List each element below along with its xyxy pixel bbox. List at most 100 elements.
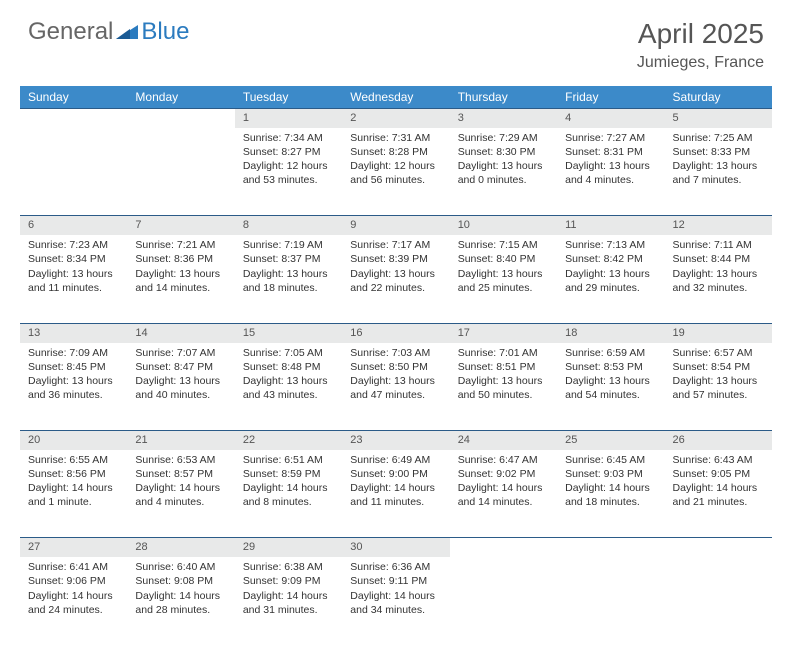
day-cell: Sunrise: 6:49 AMSunset: 9:00 PMDaylight:… bbox=[342, 450, 449, 538]
day-cell bbox=[665, 557, 772, 645]
day-body-row: Sunrise: 7:34 AMSunset: 8:27 PMDaylight:… bbox=[20, 128, 772, 216]
day-cell: Sunrise: 7:23 AMSunset: 8:34 PMDaylight:… bbox=[20, 235, 127, 323]
sunrise-text: Sunrise: 7:09 AM bbox=[28, 346, 119, 360]
day1-text: Daylight: 12 hours bbox=[350, 159, 441, 173]
day-number-cell: 30 bbox=[342, 538, 449, 557]
day-number-row: 27282930 bbox=[20, 538, 772, 557]
sunrise-text: Sunrise: 7:21 AM bbox=[135, 238, 226, 252]
day-cell: Sunrise: 6:47 AMSunset: 9:02 PMDaylight:… bbox=[450, 450, 557, 538]
day-cell: Sunrise: 6:51 AMSunset: 8:59 PMDaylight:… bbox=[235, 450, 342, 538]
sunset-text: Sunset: 8:30 PM bbox=[458, 145, 549, 159]
day2-text: and 8 minutes. bbox=[243, 495, 334, 509]
day-number-cell: 22 bbox=[235, 431, 342, 450]
sunrise-text: Sunrise: 6:40 AM bbox=[135, 560, 226, 574]
sunset-text: Sunset: 8:28 PM bbox=[350, 145, 441, 159]
day1-text: Daylight: 12 hours bbox=[243, 159, 334, 173]
day2-text: and 1 minute. bbox=[28, 495, 119, 509]
day-number-row: 12345 bbox=[20, 109, 772, 128]
day-number-cell: 4 bbox=[557, 109, 664, 128]
day-number-cell: 6 bbox=[20, 216, 127, 235]
day2-text: and 57 minutes. bbox=[673, 388, 764, 402]
day-number-cell: 27 bbox=[20, 538, 127, 557]
sunset-text: Sunset: 8:33 PM bbox=[673, 145, 764, 159]
sunrise-text: Sunrise: 6:45 AM bbox=[565, 453, 656, 467]
day-cell: Sunrise: 6:41 AMSunset: 9:06 PMDaylight:… bbox=[20, 557, 127, 645]
logo-text-blue: Blue bbox=[141, 18, 189, 46]
sunset-text: Sunset: 9:11 PM bbox=[350, 574, 441, 588]
day1-text: Daylight: 13 hours bbox=[673, 267, 764, 281]
day1-text: Daylight: 14 hours bbox=[135, 481, 226, 495]
day-cell bbox=[557, 557, 664, 645]
day-number-cell: 7 bbox=[127, 216, 234, 235]
day-number-cell: 23 bbox=[342, 431, 449, 450]
day1-text: Daylight: 13 hours bbox=[350, 267, 441, 281]
day-number-cell: 21 bbox=[127, 431, 234, 450]
sunrise-text: Sunrise: 6:49 AM bbox=[350, 453, 441, 467]
sunrise-text: Sunrise: 7:27 AM bbox=[565, 131, 656, 145]
day-number-cell: 11 bbox=[557, 216, 664, 235]
day1-text: Daylight: 14 hours bbox=[243, 481, 334, 495]
day1-text: Daylight: 13 hours bbox=[458, 374, 549, 388]
sunrise-text: Sunrise: 6:57 AM bbox=[673, 346, 764, 360]
day1-text: Daylight: 13 hours bbox=[350, 374, 441, 388]
weekday-header: Monday bbox=[127, 86, 234, 109]
day-number-cell: 18 bbox=[557, 323, 664, 342]
day-number-row: 6789101112 bbox=[20, 216, 772, 235]
day-number-cell: 16 bbox=[342, 323, 449, 342]
sunset-text: Sunset: 8:44 PM bbox=[673, 252, 764, 266]
sunrise-text: Sunrise: 6:53 AM bbox=[135, 453, 226, 467]
sunrise-text: Sunrise: 7:29 AM bbox=[458, 131, 549, 145]
day-number-cell bbox=[20, 109, 127, 128]
day2-text: and 56 minutes. bbox=[350, 173, 441, 187]
day-cell: Sunrise: 7:07 AMSunset: 8:47 PMDaylight:… bbox=[127, 343, 234, 431]
sunrise-text: Sunrise: 7:13 AM bbox=[565, 238, 656, 252]
title-block: April 2025 Jumieges, France bbox=[637, 18, 764, 72]
day-number-cell: 2 bbox=[342, 109, 449, 128]
sunset-text: Sunset: 9:03 PM bbox=[565, 467, 656, 481]
day-cell: Sunrise: 6:38 AMSunset: 9:09 PMDaylight:… bbox=[235, 557, 342, 645]
day-number-cell: 13 bbox=[20, 323, 127, 342]
day2-text: and 4 minutes. bbox=[135, 495, 226, 509]
day-cell: Sunrise: 7:19 AMSunset: 8:37 PMDaylight:… bbox=[235, 235, 342, 323]
day1-text: Daylight: 14 hours bbox=[350, 589, 441, 603]
day-cell: Sunrise: 7:13 AMSunset: 8:42 PMDaylight:… bbox=[557, 235, 664, 323]
day2-text: and 4 minutes. bbox=[565, 173, 656, 187]
weekday-header: Wednesday bbox=[342, 86, 449, 109]
day-number-cell: 1 bbox=[235, 109, 342, 128]
sunrise-text: Sunrise: 7:01 AM bbox=[458, 346, 549, 360]
day2-text: and 11 minutes. bbox=[28, 281, 119, 295]
day1-text: Daylight: 13 hours bbox=[458, 159, 549, 173]
day-cell: Sunrise: 7:29 AMSunset: 8:30 PMDaylight:… bbox=[450, 128, 557, 216]
day2-text: and 0 minutes. bbox=[458, 173, 549, 187]
day2-text: and 7 minutes. bbox=[673, 173, 764, 187]
day-cell: Sunrise: 6:59 AMSunset: 8:53 PMDaylight:… bbox=[557, 343, 664, 431]
sunrise-text: Sunrise: 6:41 AM bbox=[28, 560, 119, 574]
day2-text: and 34 minutes. bbox=[350, 603, 441, 617]
day-cell: Sunrise: 7:25 AMSunset: 8:33 PMDaylight:… bbox=[665, 128, 772, 216]
day2-text: and 22 minutes. bbox=[350, 281, 441, 295]
day-cell: Sunrise: 7:15 AMSunset: 8:40 PMDaylight:… bbox=[450, 235, 557, 323]
sunset-text: Sunset: 8:57 PM bbox=[135, 467, 226, 481]
day-body-row: Sunrise: 7:09 AMSunset: 8:45 PMDaylight:… bbox=[20, 343, 772, 431]
day1-text: Daylight: 13 hours bbox=[135, 374, 226, 388]
sunrise-text: Sunrise: 6:59 AM bbox=[565, 346, 656, 360]
weekday-header: Tuesday bbox=[235, 86, 342, 109]
day2-text: and 24 minutes. bbox=[28, 603, 119, 617]
day2-text: and 50 minutes. bbox=[458, 388, 549, 402]
sunset-text: Sunset: 8:48 PM bbox=[243, 360, 334, 374]
day-cell bbox=[450, 557, 557, 645]
day1-text: Daylight: 14 hours bbox=[673, 481, 764, 495]
sunset-text: Sunset: 8:50 PM bbox=[350, 360, 441, 374]
day2-text: and 29 minutes. bbox=[565, 281, 656, 295]
sunset-text: Sunset: 8:40 PM bbox=[458, 252, 549, 266]
day-number-cell: 20 bbox=[20, 431, 127, 450]
day1-text: Daylight: 13 hours bbox=[673, 374, 764, 388]
day-cell bbox=[20, 128, 127, 216]
day1-text: Daylight: 13 hours bbox=[243, 374, 334, 388]
sunset-text: Sunset: 8:34 PM bbox=[28, 252, 119, 266]
day-body-row: Sunrise: 6:41 AMSunset: 9:06 PMDaylight:… bbox=[20, 557, 772, 645]
day1-text: Daylight: 14 hours bbox=[565, 481, 656, 495]
day-number-cell: 8 bbox=[235, 216, 342, 235]
location-label: Jumieges, France bbox=[637, 54, 764, 72]
day1-text: Daylight: 14 hours bbox=[458, 481, 549, 495]
